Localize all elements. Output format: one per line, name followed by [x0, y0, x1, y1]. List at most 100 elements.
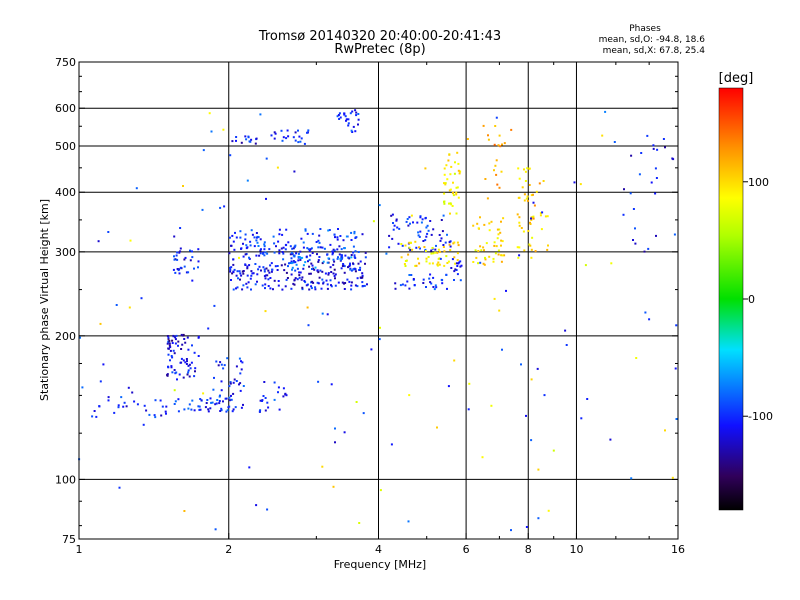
data-point	[632, 239, 634, 241]
data-point	[348, 264, 351, 267]
data-point	[391, 237, 394, 240]
data-point	[173, 255, 175, 258]
y-tick-label: 400	[55, 186, 76, 199]
data-point	[498, 309, 501, 312]
data-point	[525, 414, 527, 417]
data-point	[516, 213, 519, 216]
data-point	[220, 380, 223, 383]
data-point	[496, 183, 499, 186]
data-point	[425, 286, 427, 288]
colorbar	[719, 88, 743, 510]
data-point	[494, 164, 497, 167]
data-point	[231, 234, 234, 237]
data-point	[347, 256, 350, 259]
data-point	[520, 363, 522, 366]
data-point	[332, 485, 335, 488]
data-point	[518, 216, 521, 219]
data-point	[439, 250, 441, 253]
data-point	[650, 181, 653, 184]
data-point	[322, 260, 325, 263]
data-point	[311, 268, 313, 270]
data-point	[442, 214, 445, 217]
data-point	[229, 154, 232, 157]
data-point	[254, 142, 257, 145]
data-point	[457, 169, 460, 172]
data-point	[528, 243, 531, 246]
data-point	[183, 338, 186, 340]
data-point	[431, 247, 434, 249]
data-point	[539, 212, 542, 215]
data-point	[262, 266, 265, 269]
data-point	[231, 410, 234, 413]
data-point	[436, 251, 439, 254]
data-point	[290, 260, 293, 263]
data-point	[316, 253, 318, 256]
data-point	[361, 233, 364, 236]
data-point	[529, 221, 531, 224]
data-point	[479, 245, 482, 248]
data-point	[492, 257, 495, 260]
data-point	[343, 282, 345, 285]
data-point	[197, 248, 200, 251]
data-point	[177, 410, 180, 413]
data-point	[246, 265, 249, 268]
data-point	[226, 357, 229, 360]
data-point	[342, 239, 345, 242]
data-point	[300, 137, 303, 140]
data-point	[259, 113, 262, 116]
data-point	[449, 202, 452, 205]
data-point	[250, 138, 253, 141]
data-point	[528, 184, 531, 186]
data-point	[345, 119, 347, 122]
data-point	[314, 286, 317, 289]
data-point	[547, 509, 550, 512]
data-point	[212, 388, 215, 391]
data-point	[345, 235, 348, 238]
data-point	[453, 172, 456, 175]
data-point	[364, 251, 367, 254]
data-point	[183, 510, 186, 512]
y-tick-label: 600	[55, 102, 76, 115]
data-point	[475, 256, 478, 259]
data-point	[260, 269, 262, 272]
data-point	[197, 266, 199, 269]
data-point	[579, 183, 582, 186]
data-point	[634, 242, 637, 245]
data-point	[297, 259, 300, 262]
data-point	[346, 278, 349, 281]
data-point	[292, 260, 295, 263]
data-point	[239, 278, 241, 281]
data-point	[166, 335, 169, 337]
data-point	[180, 357, 183, 360]
data-point	[349, 262, 351, 265]
data-point	[415, 264, 418, 267]
data-point	[495, 173, 498, 176]
data-point	[350, 284, 353, 287]
data-point	[230, 266, 233, 269]
data-point	[256, 280, 258, 283]
data-point	[254, 283, 257, 286]
data-point	[339, 116, 342, 119]
data-point	[276, 269, 279, 271]
data-point	[262, 395, 265, 397]
data-point	[499, 231, 502, 234]
data-point	[239, 372, 242, 375]
data-point	[264, 283, 267, 286]
data-point	[307, 248, 310, 251]
data-point	[173, 235, 176, 238]
data-point	[160, 414, 163, 417]
data-point	[283, 269, 286, 272]
data-point	[440, 219, 443, 221]
data-point	[304, 281, 307, 284]
data-point	[454, 268, 457, 271]
data-point	[247, 135, 250, 138]
data-point	[95, 415, 98, 418]
data-point	[267, 285, 270, 287]
data-point	[333, 249, 336, 252]
data-point	[490, 220, 493, 223]
data-point	[341, 265, 344, 267]
data-point	[481, 456, 484, 459]
data-point	[310, 287, 313, 290]
stats-title: Phases	[629, 24, 661, 34]
